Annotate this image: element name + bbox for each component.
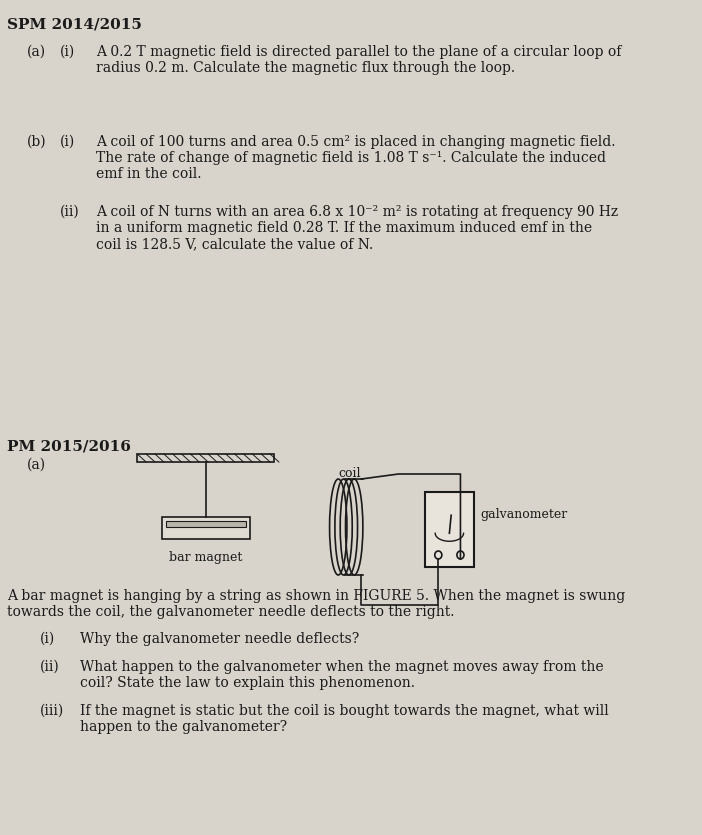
Text: A coil of N turns with an area 6.8 x 10⁻² m² is rotating at frequency 90 Hz
in a: A coil of N turns with an area 6.8 x 10⁻… [95, 205, 618, 251]
Text: (i): (i) [60, 45, 75, 59]
Text: bar magnet: bar magnet [169, 551, 243, 564]
Polygon shape [425, 492, 474, 567]
Text: Why the galvanometer needle deflects?: Why the galvanometer needle deflects? [80, 632, 359, 646]
Polygon shape [166, 521, 246, 527]
Text: If the magnet is static but the coil is bought towards the magnet, what will
hap: If the magnet is static but the coil is … [80, 704, 609, 734]
Text: (i): (i) [60, 135, 75, 149]
Text: (ii): (ii) [40, 660, 60, 674]
Text: (b): (b) [27, 135, 46, 149]
Text: SPM 2014/2015: SPM 2014/2015 [7, 18, 142, 32]
Text: A 0.2 T magnetic field is directed parallel to the plane of a circular loop of
r: A 0.2 T magnetic field is directed paral… [95, 45, 621, 75]
Text: A coil of 100 turns and area 0.5 cm² is placed in changing magnetic field.
The r: A coil of 100 turns and area 0.5 cm² is … [95, 135, 615, 181]
Text: A bar magnet is hanging by a string as shown in FIGURE 5. When the magnet is swu: A bar magnet is hanging by a string as s… [7, 589, 625, 620]
Text: galvanometer: galvanometer [481, 508, 568, 521]
Text: (iii): (iii) [40, 704, 64, 718]
Text: coil: coil [338, 467, 361, 480]
Text: (i): (i) [40, 632, 55, 646]
Text: (ii): (ii) [60, 205, 80, 219]
Text: What happen to the galvanometer when the magnet moves away from the
coil? State : What happen to the galvanometer when the… [80, 660, 603, 691]
Text: (a): (a) [27, 458, 46, 472]
Text: (a): (a) [27, 45, 46, 59]
Polygon shape [161, 517, 250, 539]
Text: PM 2015/2016: PM 2015/2016 [7, 440, 131, 454]
